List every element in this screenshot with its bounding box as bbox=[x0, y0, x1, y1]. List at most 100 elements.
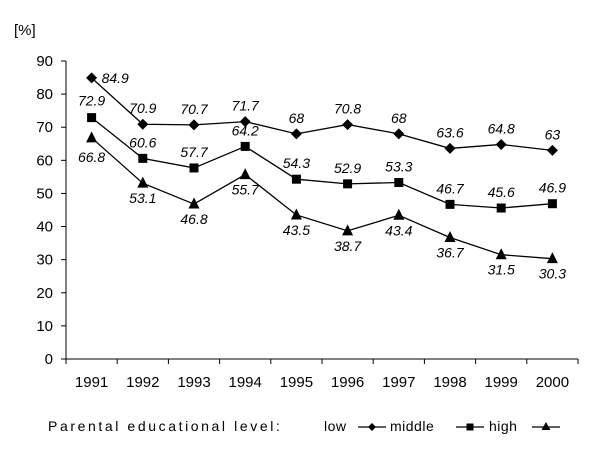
diamond-marker-low bbox=[342, 119, 354, 131]
data-label-middle: 60.6 bbox=[129, 134, 156, 150]
data-label-high: 38.7 bbox=[334, 238, 362, 254]
data-label-low: 68 bbox=[391, 110, 407, 126]
series-layer bbox=[86, 72, 558, 264]
square-marker-middle bbox=[343, 179, 353, 189]
y-tick-label: 20 bbox=[36, 285, 53, 302]
data-label-middle: 54.3 bbox=[283, 155, 310, 171]
y-tick-label: 0 bbox=[45, 351, 53, 368]
series-line-low bbox=[91, 77, 553, 152]
square-marker-middle bbox=[291, 174, 301, 184]
data-label-low: 70.9 bbox=[129, 100, 156, 116]
data-label-high: 36.7 bbox=[436, 244, 464, 260]
y-tick-label: 40 bbox=[36, 219, 53, 236]
square-marker-middle bbox=[240, 141, 250, 151]
data-label-high: 31.5 bbox=[488, 262, 515, 278]
diamond-marker-low bbox=[290, 128, 302, 140]
legend-marker-middle bbox=[466, 423, 474, 431]
triangle-marker-high bbox=[239, 168, 251, 180]
triangle-marker-high bbox=[444, 230, 456, 242]
square-marker-middle bbox=[394, 178, 404, 188]
triangle-marker-high bbox=[393, 208, 405, 220]
y-tick-label: 70 bbox=[36, 119, 53, 136]
series-high bbox=[86, 131, 558, 264]
legend: Parental educational level: low middle hig… bbox=[48, 418, 560, 434]
y-tick-label: 80 bbox=[36, 86, 53, 103]
data-label-high: 55.7 bbox=[232, 182, 260, 198]
data-label-low: 70.8 bbox=[334, 101, 361, 117]
data-label-low: 84.9 bbox=[102, 70, 129, 86]
legend-marker-low bbox=[368, 423, 376, 431]
diamond-marker-low bbox=[393, 128, 405, 140]
data-label-low: 68 bbox=[289, 110, 305, 126]
diamond-marker-low bbox=[495, 138, 507, 150]
y-tick-label: 90 bbox=[36, 53, 53, 70]
diamond-marker-low bbox=[546, 144, 558, 156]
triangle-marker-high bbox=[342, 224, 354, 236]
data-label-middle: 46.9 bbox=[539, 180, 566, 196]
diamond-marker-low bbox=[239, 116, 251, 128]
data-label-middle: 52.9 bbox=[334, 160, 361, 176]
legend-title: Parental educational level: bbox=[48, 418, 282, 434]
data-label-high: 43.5 bbox=[283, 222, 310, 238]
y-tick-label: 10 bbox=[36, 318, 53, 335]
legend-label-high: high bbox=[489, 418, 517, 434]
y-axis-unit-label: [%] bbox=[14, 22, 36, 39]
x-tick-label: 1999 bbox=[485, 374, 518, 391]
x-tick-label: 1996 bbox=[331, 374, 364, 391]
series-line-middle bbox=[91, 117, 553, 209]
series-low bbox=[86, 72, 558, 156]
diamond-marker-low bbox=[188, 119, 200, 131]
x-tick-label: 1995 bbox=[280, 374, 313, 391]
triangle-marker-high bbox=[86, 131, 98, 143]
data-label-middle: 46.7 bbox=[436, 180, 464, 196]
axes: 0 10 20 30 40 50 60 70 80 90 1991 1992 1993 1994 1995 1… bbox=[36, 53, 579, 391]
data-label-low: 64.8 bbox=[488, 120, 515, 136]
data-label-middle: 64.2 bbox=[232, 122, 259, 138]
square-marker-middle bbox=[189, 163, 199, 173]
data-label-low: 63 bbox=[545, 126, 561, 142]
x-tick-label: 2000 bbox=[536, 374, 569, 391]
triangle-marker-high bbox=[290, 208, 302, 220]
data-label-middle: 45.6 bbox=[488, 184, 515, 200]
x-tick-label: 1992 bbox=[126, 374, 159, 391]
y-tick-label: 60 bbox=[36, 152, 53, 169]
square-marker-middle bbox=[445, 199, 455, 209]
x-tick-label: 1998 bbox=[433, 374, 466, 391]
square-marker-middle bbox=[496, 203, 506, 213]
y-tick-label: 30 bbox=[36, 252, 53, 269]
square-marker-middle bbox=[547, 199, 557, 209]
data-label-high: 66.8 bbox=[78, 149, 105, 165]
series-line-high bbox=[91, 137, 553, 260]
x-tick-label: 1993 bbox=[177, 374, 210, 391]
data-label-middle: 53.3 bbox=[385, 159, 412, 175]
diamond-marker-low bbox=[444, 142, 456, 154]
triangle-marker-high bbox=[137, 176, 149, 188]
data-label-high: 43.4 bbox=[385, 222, 412, 238]
legend-label-middle: middle bbox=[390, 418, 434, 434]
legend-marker-high bbox=[541, 422, 551, 430]
legend-label-low: low bbox=[324, 418, 347, 434]
data-label-high: 53.1 bbox=[129, 190, 156, 206]
triangle-marker-high bbox=[495, 248, 507, 260]
data-label-low: 63.6 bbox=[436, 124, 463, 140]
square-marker-middle bbox=[87, 113, 97, 123]
y-tick-label: 50 bbox=[36, 185, 53, 202]
data-label-middle: 57.7 bbox=[180, 144, 208, 160]
x-tick-label: 1991 bbox=[75, 374, 108, 391]
triangle-marker-high bbox=[546, 252, 558, 264]
x-tick-label: 1994 bbox=[229, 374, 262, 391]
diamond-marker-low bbox=[137, 118, 149, 130]
x-tick-label: 1997 bbox=[382, 374, 415, 391]
data-label-low: 71.7 bbox=[232, 98, 260, 114]
data-label-middle: 72.9 bbox=[78, 93, 105, 109]
data-label-high: 46.8 bbox=[180, 211, 207, 227]
data-label-low: 70.7 bbox=[180, 101, 208, 117]
data-labels: 84.970.9 70.7 71.7 68 70.8 68 63.6 64.8 63 72.9 60… bbox=[78, 70, 566, 282]
triangle-marker-high bbox=[188, 197, 200, 209]
data-label-high: 30.3 bbox=[539, 266, 566, 282]
series-middle bbox=[87, 113, 557, 213]
diamond-marker-low bbox=[86, 72, 98, 84]
square-marker-middle bbox=[138, 153, 148, 163]
